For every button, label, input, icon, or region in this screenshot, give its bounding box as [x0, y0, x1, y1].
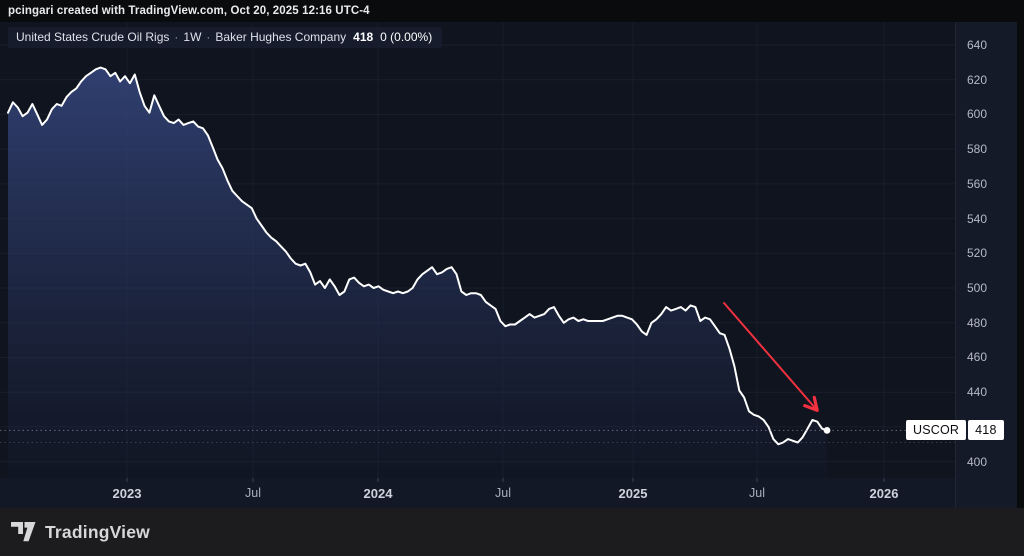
- x-axis-label: 2025: [618, 486, 648, 501]
- legend-change: 0 (0.00%): [380, 30, 433, 44]
- arrow-annotation[interactable]: [723, 302, 819, 412]
- y-axis-label: 500: [967, 281, 988, 296]
- last-price-badge: USCOR 418: [906, 420, 1004, 441]
- price-chart[interactable]: [0, 22, 1017, 508]
- footer-bar: TradingView: [0, 508, 1024, 556]
- y-axis-label: 600: [967, 107, 988, 122]
- legend-separator: ·: [174, 30, 179, 44]
- chart-legend[interactable]: United States Crude Oil Rigs · 1W · Bake…: [8, 27, 443, 48]
- badge-price: 418: [968, 420, 1004, 441]
- y-axis-label: 620: [967, 72, 988, 87]
- x-axis-label: Jul: [749, 486, 765, 500]
- legend-title: United States Crude Oil Rigs: [16, 30, 170, 44]
- series-area: [8, 67, 827, 478]
- legend-separator: ·: [206, 30, 211, 44]
- y-axis-label: 480: [967, 315, 988, 330]
- tradingview-logo-icon[interactable]: [11, 522, 36, 542]
- legend-source: Baker Hughes Company: [215, 30, 347, 44]
- badge-symbol: USCOR: [906, 420, 967, 441]
- y-axis-label: 580: [967, 142, 988, 157]
- y-axis-label: 400: [967, 454, 988, 469]
- series-line: [7, 66, 828, 446]
- chart-widget: United States Crude Oil Rigs · 1W · Bake…: [0, 22, 1017, 508]
- attribution-text: pcingari created with TradingView.com, O…: [8, 5, 370, 17]
- y-axis-label: 440: [967, 385, 988, 400]
- x-axis-label: 2023: [112, 486, 142, 501]
- x-axis-label: Jul: [495, 486, 511, 500]
- y-axis-label: 520: [967, 246, 988, 261]
- y-axis-label: 560: [967, 176, 988, 191]
- y-axis-label: 460: [967, 350, 988, 365]
- footer-brand-text[interactable]: TradingView: [45, 521, 150, 542]
- x-axis-label: Jul: [245, 486, 261, 500]
- y-axis-label: 640: [967, 38, 988, 52]
- legend-interval: 1W: [183, 30, 202, 44]
- last-point-dot: [823, 426, 831, 434]
- x-axis-label: 2026: [869, 486, 899, 501]
- x-axis-label: 2024: [363, 486, 393, 501]
- attribution-bar: pcingari created with TradingView.com, O…: [0, 0, 1024, 22]
- y-axis-label: 540: [967, 211, 988, 226]
- legend-last-price: 418: [353, 30, 374, 44]
